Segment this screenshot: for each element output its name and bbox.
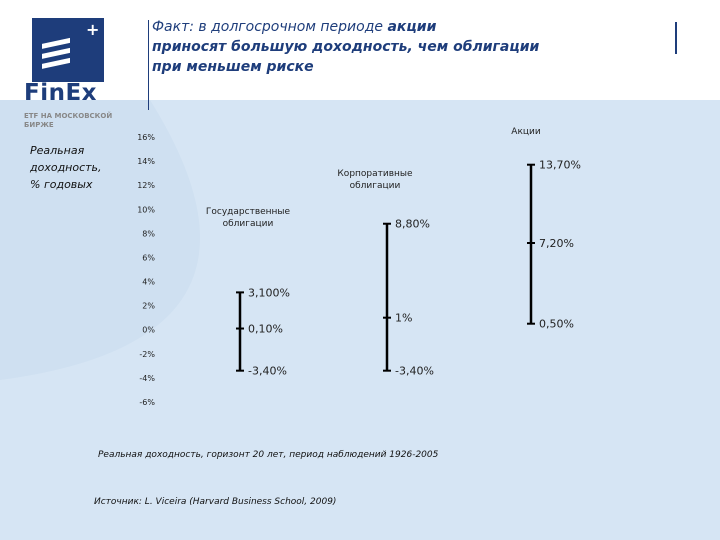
y-tick-label: 6% — [142, 253, 155, 262]
data-label: 1% — [395, 312, 412, 325]
y-axis-title-line: доходность, — [30, 161, 102, 174]
header-divider — [148, 20, 149, 110]
data-label: -3,40% — [395, 365, 434, 378]
footnote-horizon: Реальная доходность, горизонт 20 лет, пе… — [98, 450, 439, 460]
logo-mark — [32, 18, 104, 82]
footnote-source: Источник: L. Viceira (Harvard Business S… — [94, 497, 337, 507]
series-name-label: Корпоративные — [337, 169, 413, 179]
logo-subtitle-line: БИРЖЕ — [24, 121, 54, 129]
plus-icon: + — [86, 20, 100, 39]
data-label: -3,40% — [248, 365, 287, 378]
y-tick-label: 8% — [142, 229, 155, 238]
data-label: 0,50% — [539, 318, 574, 331]
data-label: 8,80% — [395, 218, 430, 231]
series-name-label: Акции — [511, 127, 541, 137]
data-label: 3,100% — [248, 286, 290, 299]
y-tick-label: 12% — [137, 181, 155, 190]
title-line-2: приносят большую доходность, чем облигац… — [152, 39, 540, 55]
y-tick-label: 0% — [142, 326, 155, 335]
title-line-1: Факт: в долгосрочном периоде — [152, 19, 388, 35]
data-label: 13,70% — [539, 159, 581, 172]
series-name-label: облигации — [350, 181, 401, 191]
page-title: Факт: в долгосрочном периоде акции прино… — [152, 17, 539, 77]
logo-subtitle: ETF НА МОСКОВСКОЙ БИРЖЕ — [24, 112, 134, 130]
y-tick-label: -2% — [139, 350, 155, 359]
y-axis-title: Реальная доходность, % годовых — [30, 142, 120, 193]
y-axis-title-line: % годовых — [30, 178, 93, 191]
title-emphasis: акции — [387, 19, 437, 35]
y-tick-label: -6% — [139, 398, 155, 407]
data-label: 0,10% — [248, 323, 283, 336]
logo-brand-text: FinEx — [24, 80, 98, 106]
y-tick-label: 14% — [137, 157, 155, 166]
header-accent-line — [675, 22, 677, 54]
series-name-label: облигации — [223, 219, 274, 229]
logo-subtitle-line: ETF НА МОСКОВСКОЙ — [24, 112, 113, 120]
data-label: 7,20% — [539, 237, 574, 250]
y-tick-label: 4% — [142, 278, 155, 287]
title-line-3: при меньшем риске — [152, 59, 314, 75]
finex-logo: + FinEx ETF НА МОСКОВСКОЙ БИРЖЕ — [24, 18, 129, 129]
y-tick-label: 10% — [137, 205, 155, 214]
y-axis-title-line: Реальная — [30, 144, 85, 157]
y-tick-label: 2% — [142, 302, 155, 311]
series-name-label: Государственные — [206, 207, 291, 217]
y-tick-label: -4% — [139, 374, 155, 383]
y-tick-label: 16% — [137, 133, 155, 142]
